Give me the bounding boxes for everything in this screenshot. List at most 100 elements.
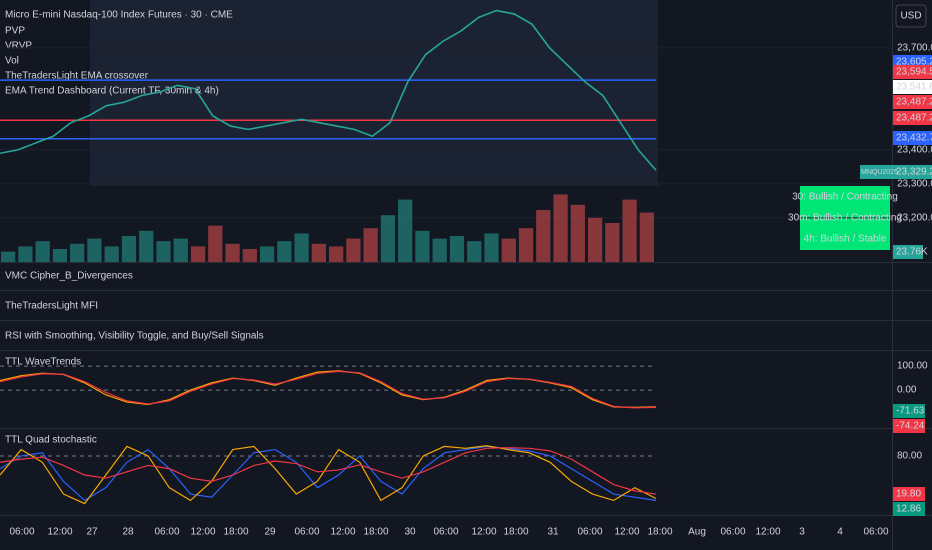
volume-bar [467, 241, 482, 262]
pane-title: TTL WaveTrends [5, 357, 81, 368]
indicator-label: EMA Trend Dashboard (Current TF, 30min &… [5, 86, 219, 97]
time-label: 18:00 [503, 527, 528, 538]
volume-bar [346, 238, 361, 262]
price-badge [893, 131, 932, 145]
time-label: 06:00 [9, 527, 34, 538]
volume-bar [501, 238, 516, 262]
symbol-badge-label: MNQU2025 [861, 169, 898, 176]
volume-bar [121, 236, 137, 262]
volume-bar [329, 246, 344, 262]
time-label: 18:00 [647, 527, 672, 538]
oscillator-line [0, 445, 657, 505]
time-label: 4 [837, 527, 843, 538]
price-badge [893, 65, 932, 79]
volume-bar [70, 243, 85, 262]
time-label: 06:00 [577, 527, 602, 538]
volume-badge [893, 245, 923, 259]
volume-bar [1, 251, 16, 262]
volume-bar [639, 212, 654, 262]
price-badge [893, 80, 932, 94]
price-badge-label: 23,541.69 [896, 82, 932, 93]
price-badge-label: 23,329.25 [896, 167, 932, 178]
volume-bar [432, 238, 447, 262]
price-tick-label: 23,300.00 [897, 178, 932, 189]
volume-bar [570, 204, 585, 262]
time-label: 12:00 [330, 527, 355, 538]
volume-bar [277, 241, 292, 262]
time-label: 27 [86, 527, 98, 538]
price-badge [893, 111, 932, 125]
pane-badge-label: -74.24 [896, 421, 925, 432]
price-badge-label: 23,594.58 [896, 67, 932, 78]
time-label: Aug [688, 527, 706, 538]
indicator-label: PVP [5, 26, 25, 37]
dashboard-row: 30m: Bullish / Contracting [788, 213, 902, 224]
symbol-badge [860, 165, 893, 179]
pane-tick-label: 80.00 [897, 451, 922, 462]
indicator-label: TheTradersLight EMA crossover [5, 71, 149, 82]
volume-bar [156, 241, 171, 262]
volume-bar [587, 217, 603, 262]
volume-bar [52, 249, 68, 262]
oscillator-line [0, 447, 657, 495]
session-box [90, 0, 658, 186]
pane-badge [893, 404, 925, 418]
time-label: 12:00 [614, 527, 639, 538]
volume-bar [294, 233, 309, 262]
pane-title: RSI with Smoothing, Visibility Toggle, a… [5, 331, 264, 342]
oscillator-line [0, 445, 657, 502]
pane-badge-label: -71.63 [896, 406, 925, 417]
time-label: 18:00 [363, 527, 388, 538]
volume-bar [87, 238, 102, 262]
volume-bar [242, 249, 257, 262]
currency[interactable]: USD [900, 11, 921, 22]
currency-button[interactable] [895, 4, 927, 28]
volume-bar [449, 236, 465, 262]
price-tick-label: 23,400.00 [897, 145, 932, 156]
price-tick-label: 23,200.00 [897, 212, 932, 223]
dashboard-row: 4h: Bullish / Stable [804, 234, 887, 245]
volume-bar [605, 223, 620, 262]
volume-bar [553, 194, 568, 262]
dashboard-row: 30: Bullish / Contracting [792, 192, 898, 203]
pane-title: VMC Cipher_B_Divergences [5, 271, 133, 282]
volume-bar [190, 246, 206, 262]
volume-bar [518, 228, 534, 262]
volume-bar [415, 230, 430, 262]
pane-badge [893, 502, 925, 516]
volume-bar [225, 243, 240, 262]
pane-tick-label: 100.00 [897, 361, 928, 372]
time-label: 28 [122, 527, 134, 538]
time-label: 29 [264, 527, 276, 538]
volume-bar [35, 241, 50, 262]
time-label: 06:00 [863, 527, 888, 538]
time-label: 06:00 [154, 527, 179, 538]
time-label: 12:00 [190, 527, 215, 538]
pane-badge-label: 19.80 [896, 489, 921, 500]
time-label: 31 [547, 527, 559, 538]
indicator-label: VRVP [5, 41, 32, 52]
time-label: 3 [799, 527, 805, 538]
volume-bar [622, 199, 637, 262]
price-tick-label: 23,700.00 [897, 43, 932, 54]
volume-bar [18, 246, 33, 262]
pane-title: TheTradersLight MFI [5, 301, 98, 312]
volume-bar [259, 246, 275, 262]
symbol-title: Micro E-mini Nasdaq-100 Index Futures · … [5, 10, 233, 21]
volume-bar [173, 238, 188, 262]
oscillator-line [0, 370, 657, 409]
volume-bar [208, 225, 223, 262]
volume-bar [484, 233, 499, 262]
volume-bar [363, 228, 378, 262]
price-badge-label: 23,432.75 [896, 133, 932, 144]
price-badge [893, 165, 932, 179]
pane-badge-label: 12.86 [896, 504, 921, 515]
time-label: 06:00 [294, 527, 319, 538]
pane-title: TTL Quad stochastic [5, 435, 97, 446]
volume-bar [536, 210, 551, 262]
time-label: 18:00 [223, 527, 248, 538]
volume-bar [104, 246, 119, 262]
volume-badge-label: 23.76K [896, 247, 928, 258]
price-badge [893, 95, 932, 109]
